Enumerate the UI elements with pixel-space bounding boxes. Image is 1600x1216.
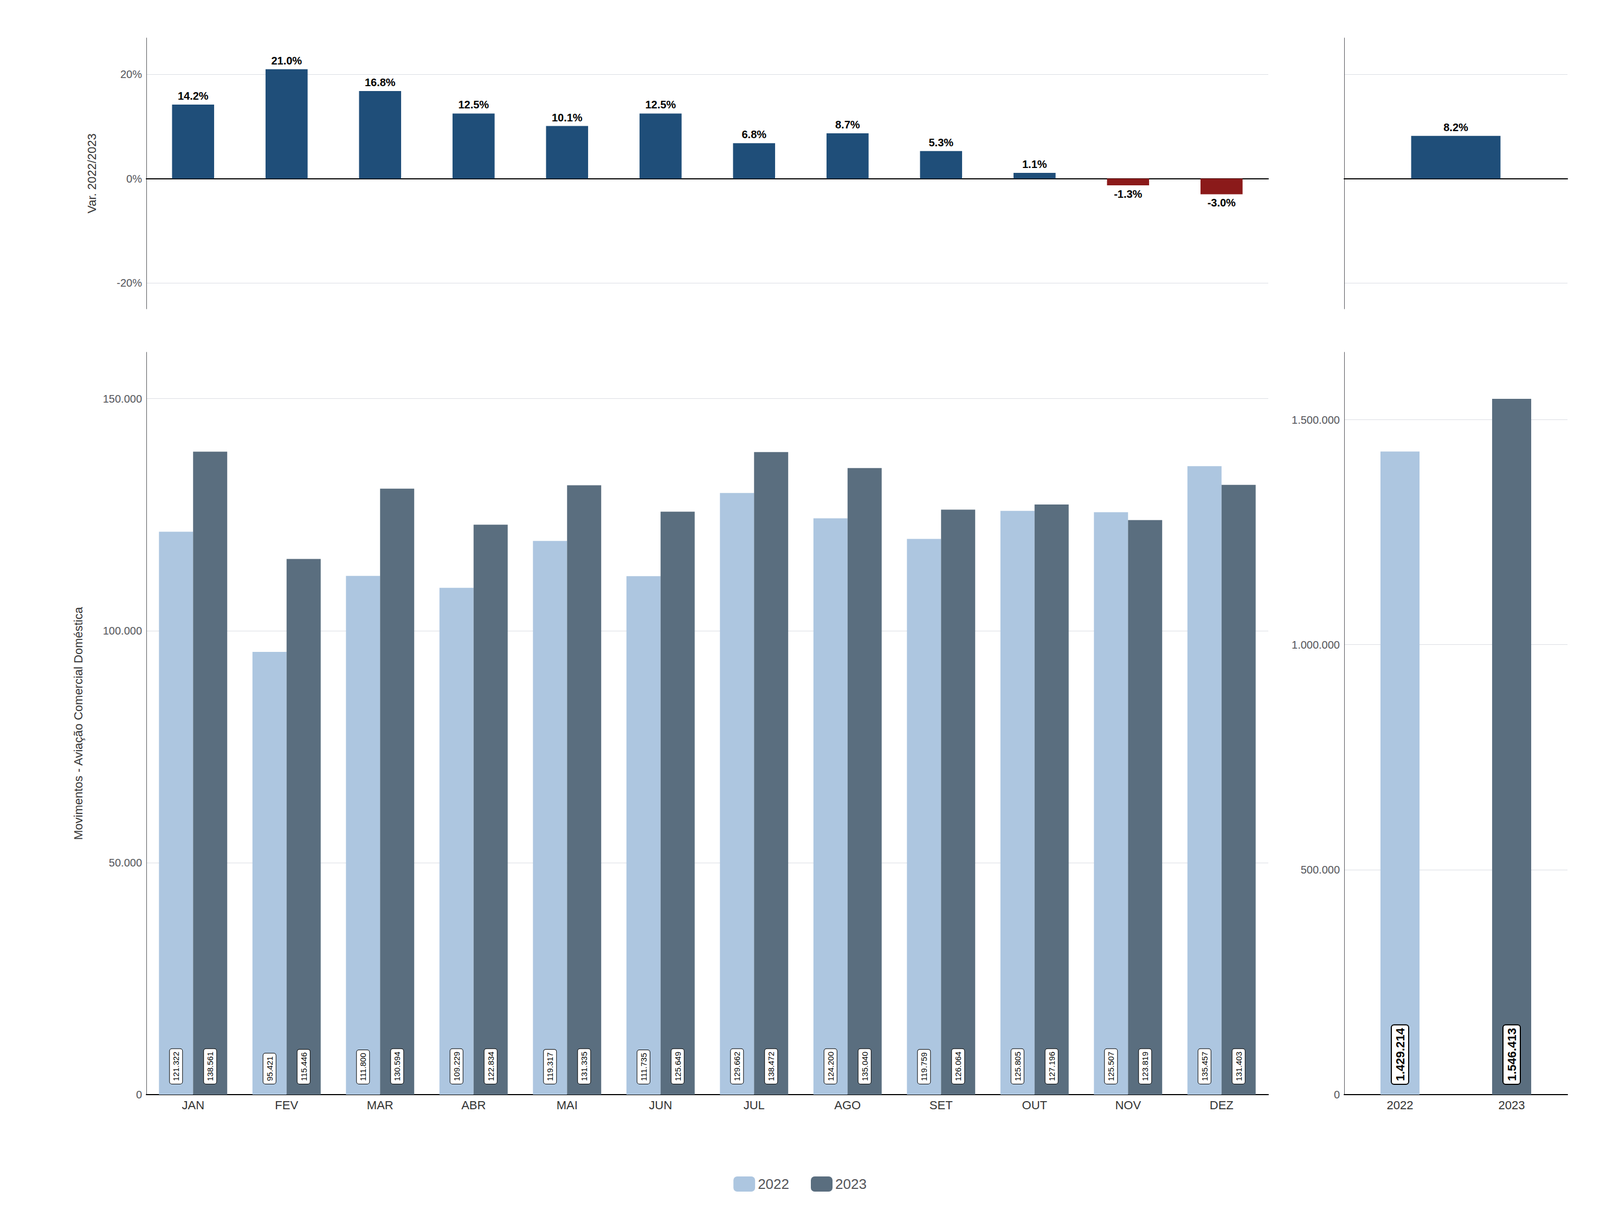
svg-text:0: 0 [1333, 1088, 1340, 1101]
svg-text:126.064: 126.064 [953, 1052, 963, 1082]
svg-text:109.229: 109.229 [452, 1052, 462, 1082]
svg-text:OUT: OUT [1022, 1098, 1048, 1113]
svg-text:138.561: 138.561 [205, 1052, 215, 1082]
svg-text:111.800: 111.800 [358, 1053, 368, 1082]
svg-text:Var. 2022/2023: Var. 2022/2023 [85, 133, 99, 214]
svg-text:1.1%: 1.1% [1022, 158, 1048, 171]
svg-text:50.000: 50.000 [108, 856, 143, 869]
svg-text:-1.3%: -1.3% [1113, 188, 1143, 200]
svg-text:129.662: 129.662 [732, 1052, 742, 1082]
svg-text:138.472: 138.472 [766, 1052, 776, 1082]
svg-text:8.2%: 8.2% [1443, 121, 1469, 134]
svg-text:124.200: 124.200 [826, 1052, 836, 1082]
svg-text:130.594: 130.594 [392, 1052, 402, 1082]
svg-text:NOV: NOV [1114, 1098, 1141, 1113]
svg-text:123.819: 123.819 [1140, 1052, 1150, 1082]
svg-text:Movimentos - Aviação Comercial: Movimentos - Aviação Comercial Doméstica [71, 606, 86, 841]
svg-text:12.5%: 12.5% [644, 98, 676, 111]
svg-text:131.403: 131.403 [1234, 1052, 1244, 1082]
svg-text:2022: 2022 [757, 1176, 790, 1193]
svg-text:1.429.214: 1.429.214 [1393, 1027, 1408, 1082]
svg-text:8.7%: 8.7% [835, 118, 861, 131]
svg-text:0%: 0% [126, 172, 143, 185]
svg-text:10.1%: 10.1% [551, 111, 583, 124]
svg-text:131.335: 131.335 [579, 1052, 589, 1082]
svg-text:125.507: 125.507 [1106, 1052, 1116, 1082]
svg-text:121.322: 121.322 [171, 1052, 181, 1082]
svg-text:1.500.000: 1.500.000 [1291, 414, 1340, 427]
svg-text:MAR: MAR [366, 1098, 394, 1113]
svg-text:JAN: JAN [181, 1098, 205, 1113]
svg-text:111.735: 111.735 [639, 1053, 649, 1082]
svg-text:12.5%: 12.5% [457, 98, 489, 111]
svg-text:1.546.413: 1.546.413 [1505, 1028, 1519, 1082]
svg-text:FEV: FEV [274, 1098, 299, 1113]
svg-text:119.759: 119.759 [919, 1052, 929, 1082]
svg-text:135.457: 135.457 [1200, 1052, 1210, 1082]
svg-text:-20%: -20% [116, 276, 143, 289]
svg-text:115.446: 115.446 [299, 1052, 309, 1082]
svg-text:127.196: 127.196 [1047, 1052, 1057, 1082]
svg-text:ABR: ABR [461, 1098, 486, 1113]
svg-text:5.3%: 5.3% [928, 136, 954, 149]
svg-text:16.8%: 16.8% [364, 76, 396, 89]
svg-text:2022: 2022 [1386, 1098, 1414, 1113]
svg-text:125.649: 125.649 [673, 1052, 683, 1082]
svg-text:MAI: MAI [556, 1098, 578, 1113]
svg-text:20%: 20% [120, 68, 143, 81]
svg-text:6.8%: 6.8% [741, 128, 767, 141]
svg-text:100.000: 100.000 [102, 624, 143, 637]
svg-text:2023: 2023 [1498, 1098, 1526, 1113]
svg-text:95.421: 95.421 [265, 1056, 275, 1082]
svg-text:JUL: JUL [743, 1098, 765, 1113]
svg-text:122.834: 122.834 [486, 1052, 496, 1082]
svg-text:2023: 2023 [835, 1176, 867, 1193]
svg-text:SET: SET [929, 1098, 953, 1113]
svg-text:125.805: 125.805 [1013, 1052, 1023, 1082]
svg-text:150.000: 150.000 [102, 392, 143, 405]
svg-text:21.0%: 21.0% [271, 54, 302, 67]
svg-text:AGO: AGO [834, 1098, 861, 1113]
svg-text:JUN: JUN [648, 1098, 673, 1113]
svg-text:119.317: 119.317 [545, 1052, 555, 1082]
svg-text:1.000.000: 1.000.000 [1291, 639, 1340, 651]
svg-text:DEZ: DEZ [1209, 1098, 1234, 1113]
svg-text:135.040: 135.040 [860, 1052, 870, 1082]
svg-text:500.000: 500.000 [1300, 863, 1340, 876]
svg-text:14.2%: 14.2% [177, 89, 209, 102]
svg-text:-3.0%: -3.0% [1207, 196, 1236, 209]
svg-text:0: 0 [136, 1088, 143, 1101]
